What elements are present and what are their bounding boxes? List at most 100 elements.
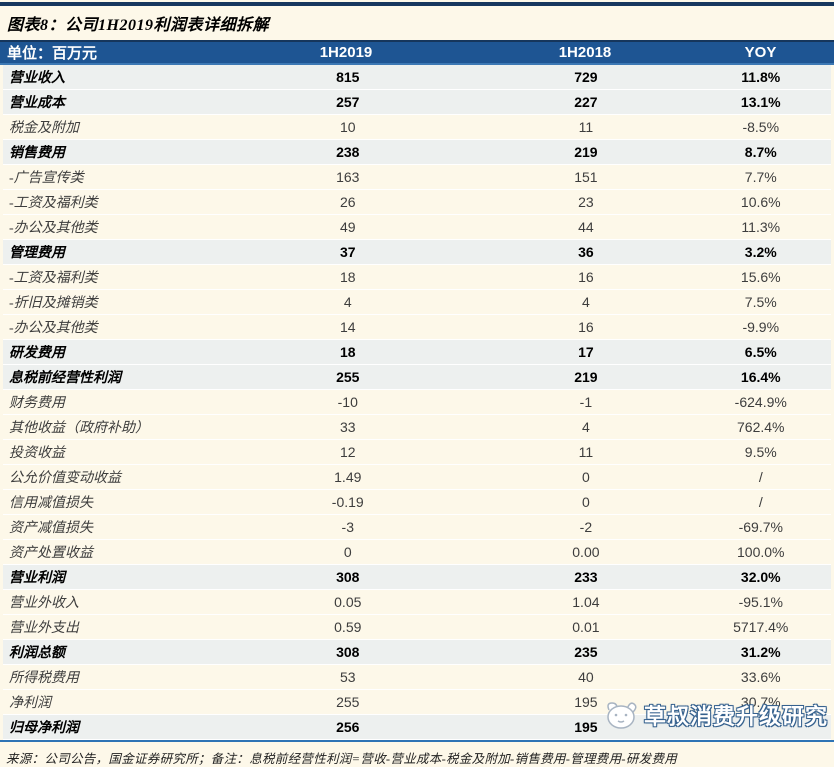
value-yoy: 5717.4%	[733, 619, 789, 635]
top-rule	[0, 2, 834, 6]
row-label: -折旧及摊销类	[9, 296, 98, 311]
row-label: 利润总额	[9, 646, 65, 661]
table-row: 归母净利润 256 195	[3, 715, 831, 740]
value-1h2019: -10	[337, 394, 358, 410]
value-1h2018: 16	[578, 319, 594, 335]
value-yoy: 6.5%	[744, 344, 777, 360]
value-1h2018: 0.00	[572, 544, 600, 560]
row-label: 其他收益（政府补助）	[9, 421, 149, 436]
row-label: 资产减值损失	[9, 521, 93, 536]
table-row: 营业收入 815 729 11.8%	[3, 65, 831, 90]
value-yoy: 7.7%	[744, 169, 777, 185]
value-yoy: 3.2%	[744, 244, 777, 260]
value-1h2018: 219	[574, 369, 598, 385]
value-1h2018: 11	[578, 444, 594, 460]
value-1h2019: 0.59	[334, 619, 362, 635]
row-label: 营业成本	[9, 96, 65, 111]
value-yoy: 13.1%	[740, 94, 781, 110]
value-1h2019: 1.49	[334, 469, 362, 485]
profit-table: 单位：百万元 1H2019 1H2018 YOY 营业收入 815 729 11.8%…	[0, 40, 834, 740]
row-label: 税金及附加	[9, 121, 79, 136]
value-1h2019: 255	[336, 694, 360, 710]
row-label: 营业外收入	[9, 596, 79, 611]
value-1h2019: 256	[336, 719, 360, 735]
value-1h2018: 23	[578, 194, 594, 210]
row-label: 息税前经营性利润	[9, 371, 121, 386]
column-header-yoy: YOY	[744, 44, 777, 61]
value-1h2018: 235	[574, 644, 598, 660]
value-1h2018: 1.04	[572, 594, 600, 610]
table-row: 公允价值变动收益 1.49 0 /	[3, 465, 831, 490]
value-yoy: 11.8%	[741, 69, 781, 85]
value-1h2018: 44	[578, 219, 594, 235]
value-yoy: 16.4%	[740, 369, 781, 385]
row-label: 公允价值变动收益	[9, 471, 121, 486]
value-1h2018: 40	[578, 669, 594, 685]
row-label: 净利润	[9, 696, 51, 711]
table-row: -办公及其他类 14 16 -9.9%	[3, 315, 831, 340]
value-yoy: 762.4%	[737, 419, 785, 435]
value-1h2019: 308	[336, 569, 360, 585]
bottom-rule	[0, 740, 834, 742]
value-yoy: 9.5%	[744, 444, 777, 460]
value-1h2018: -2	[579, 519, 593, 535]
table-row: -办公及其他类 49 44 11.3%	[3, 215, 831, 240]
column-header-1h2018: 1H2018	[558, 44, 612, 61]
value-1h2018: -1	[579, 394, 593, 410]
value-yoy: 31.2%	[740, 644, 781, 660]
value-1h2018: 195	[574, 694, 598, 710]
value-1h2019: 18	[339, 344, 356, 360]
value-1h2019: 0.05	[334, 594, 362, 610]
value-1h2019: -0.19	[331, 494, 364, 510]
value-yoy: 11.3%	[741, 219, 781, 235]
value-yoy: 7.5%	[744, 294, 777, 310]
value-1h2018: 4	[582, 294, 590, 310]
row-label: 研发费用	[9, 346, 65, 361]
row-label: 归母净利润	[9, 721, 79, 736]
value-1h2018: 16	[578, 269, 594, 285]
value-1h2019: 10	[339, 119, 356, 135]
row-label: -广告宣传类	[9, 171, 84, 186]
source-note: 来源：公司公告，国金证券研究所；备注：息税前经营性利润=营收-营业成本-税金及附…	[6, 752, 678, 766]
table-row: -工资及福利类 18 16 15.6%	[3, 265, 831, 290]
value-1h2018: 729	[574, 69, 598, 85]
value-1h2019: 257	[336, 94, 360, 110]
table-row: -折旧及摊销类 4 4 7.5%	[3, 290, 831, 315]
value-yoy: 8.7%	[744, 144, 777, 160]
value-1h2019: 255	[336, 369, 360, 385]
value-1h2018: 11	[578, 119, 594, 135]
value-1h2019: 163	[336, 169, 360, 185]
value-1h2018: 151	[574, 169, 598, 185]
value-yoy: 100.0%	[737, 544, 785, 560]
value-yoy: /	[758, 469, 763, 485]
value-1h2019: 33	[339, 419, 356, 435]
row-label: 信用减值损失	[9, 496, 93, 511]
table-row: 营业成本 257 227 13.1%	[3, 90, 831, 115]
row-label: -办公及其他类	[9, 321, 98, 336]
table-row: 资产处置收益 0 0.00 100.0%	[3, 540, 831, 565]
row-label: -工资及福利类	[9, 271, 98, 286]
value-1h2019: 49	[339, 219, 356, 235]
value-yoy: -624.9%	[734, 394, 787, 410]
table-row: 管理费用 37 36 3.2%	[3, 240, 831, 265]
table-row: 资产减值损失 -3 -2 -69.7%	[3, 515, 831, 540]
value-1h2019: 4	[343, 294, 352, 310]
value-1h2018: 233	[574, 569, 598, 585]
table-row: -工资及福利类 26 23 10.6%	[3, 190, 831, 215]
value-1h2018: 227	[574, 94, 598, 110]
value-1h2019: 18	[339, 269, 356, 285]
table-row: 利润总额 308 235 31.2%	[3, 640, 831, 665]
value-yoy: 30.7%	[740, 694, 781, 710]
table-row: 营业外收入 0.05 1.04 -95.1%	[3, 590, 831, 615]
row-label: 管理费用	[9, 246, 65, 261]
row-label: 财务费用	[9, 396, 65, 411]
table-row: 税金及附加 10 11 -8.5%	[3, 115, 831, 140]
value-1h2018: 4	[582, 419, 590, 435]
table-row: 研发费用 18 17 6.5%	[3, 340, 831, 365]
value-yoy: 10.6%	[740, 194, 781, 210]
figure-title: 图表8：公司1H2019利润表详细拆解	[7, 17, 269, 34]
value-1h2019: 308	[336, 644, 360, 660]
value-1h2018: 195	[574, 719, 598, 735]
value-1h2018: 0	[582, 494, 590, 510]
value-1h2019: 37	[339, 244, 356, 260]
